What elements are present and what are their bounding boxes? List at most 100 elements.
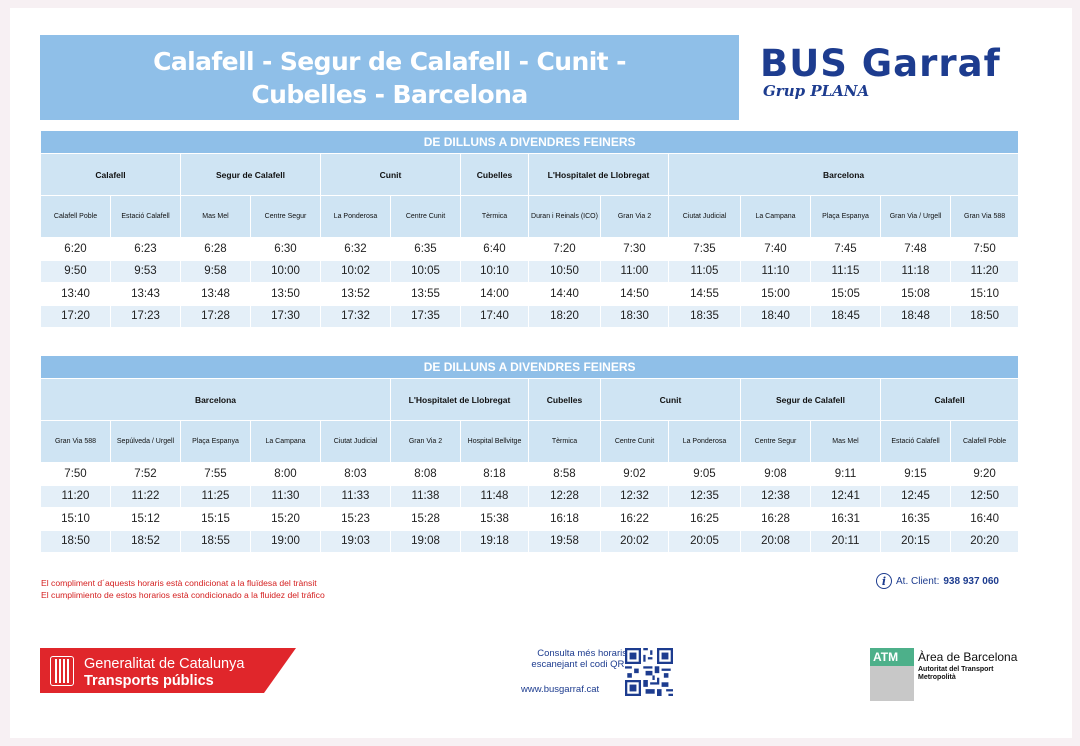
time-cell: 12:50 bbox=[949, 484, 1020, 508]
time-cell: 14:40 bbox=[528, 282, 601, 306]
title-line-1: Calafell - Segur de Calafell - Cunit - bbox=[153, 46, 626, 76]
atm-logo: ATM Àrea de Barcelona Autoritat del Tran… bbox=[870, 648, 1030, 702]
logo-brand: BUS Garraf bbox=[760, 42, 1001, 85]
qr-block: Consulta més horaris escanejant el codi … bbox=[507, 648, 677, 698]
time-row: 15:10 15:12 15:15 15:20 15:23 15:28 15:38 16:18… bbox=[40, 507, 1020, 531]
stop-header: Duran i Reinals (ICO) bbox=[528, 195, 601, 238]
section-header: DE DILLUNS A DIVENDRES FEINERS bbox=[39, 130, 1020, 154]
time-cell: 8:00 bbox=[250, 462, 321, 486]
time-cell: 17:40 bbox=[460, 304, 529, 328]
qr-code-icon[interactable] bbox=[625, 648, 673, 696]
website-link[interactable]: www.busgarraf.cat bbox=[521, 684, 600, 695]
time-cell: 15:15 bbox=[180, 507, 251, 531]
stop-header: Centre Segur bbox=[250, 195, 321, 238]
time-cell: 13:52 bbox=[320, 282, 391, 306]
outbound-times: 6:20 6:23 6:28 6:30 6:32 6:35 6:40 7:20 7:30 7:35… bbox=[40, 237, 1020, 328]
time-cell: 17:20 bbox=[40, 304, 111, 328]
stop-header: Gran Via / Urgell bbox=[880, 195, 951, 238]
time-cell: 16:40 bbox=[949, 507, 1020, 531]
stop-header: Gran Via 2 bbox=[390, 420, 461, 463]
time-cell: 10:10 bbox=[460, 259, 529, 283]
time-cell: 18:50 bbox=[949, 304, 1020, 328]
time-cell: 16:18 bbox=[528, 507, 601, 531]
time-cell: 12:41 bbox=[810, 484, 881, 508]
time-cell: 15:08 bbox=[880, 282, 951, 306]
time-cell: 15:12 bbox=[110, 507, 181, 531]
qr-line-2: escanejant el codi QR: bbox=[531, 659, 627, 670]
stop-header: La Campana bbox=[740, 195, 811, 238]
time-cell: 7:35 bbox=[668, 237, 741, 261]
stop-header: Ciutat Judicial bbox=[320, 420, 391, 463]
generalitat-name: Generalitat de Catalunya bbox=[84, 656, 245, 672]
time-cell: 20:05 bbox=[668, 529, 741, 553]
stop-header: Plaça Espanya bbox=[810, 195, 881, 238]
senyera-icon bbox=[50, 656, 74, 686]
stop-header: La Ponderosa bbox=[668, 420, 741, 463]
time-cell: 17:23 bbox=[110, 304, 181, 328]
time-cell: 11:48 bbox=[460, 484, 529, 508]
time-cell: 9:53 bbox=[110, 259, 181, 283]
time-cell: 7:20 bbox=[528, 237, 601, 261]
time-cell: 11:22 bbox=[110, 484, 181, 508]
stop-header: Gran Via 588 bbox=[949, 195, 1020, 238]
time-cell: 7:50 bbox=[949, 237, 1020, 261]
time-cell: 8:03 bbox=[320, 462, 391, 486]
stop-header: La Ponderosa bbox=[320, 195, 391, 238]
stop-header: Centre Cunit bbox=[600, 420, 669, 463]
group-header: Segur de Calafell bbox=[180, 153, 321, 196]
time-cell: 16:28 bbox=[740, 507, 811, 531]
group-header: Barcelona bbox=[667, 153, 1020, 196]
time-cell: 10:50 bbox=[528, 259, 601, 283]
qr-line-1: Consulta més horaris bbox=[537, 648, 627, 659]
time-cell: 17:32 bbox=[320, 304, 391, 328]
qr-text: Consulta més horaris escanejant el codi … bbox=[507, 648, 627, 670]
time-cell: 11:20 bbox=[949, 259, 1020, 283]
time-cell: 9:05 bbox=[668, 462, 741, 486]
group-header: L'Hospitalet de Llobregat bbox=[390, 378, 529, 421]
time-cell: 12:38 bbox=[740, 484, 811, 508]
time-cell: 16:35 bbox=[880, 507, 951, 531]
time-cell: 17:30 bbox=[250, 304, 321, 328]
time-cell: 18:20 bbox=[528, 304, 601, 328]
time-cell: 7:45 bbox=[810, 237, 881, 261]
time-cell: 19:18 bbox=[460, 529, 529, 553]
time-cell: 11:00 bbox=[600, 259, 669, 283]
traffic-note-es: El cumplimiento de estos horarios està c… bbox=[41, 589, 325, 600]
group-header: Segur de Calafell bbox=[740, 378, 881, 421]
traffic-note: El compliment d´aquests horaris està con… bbox=[41, 578, 325, 601]
stop-header: Mas Mel bbox=[180, 195, 251, 238]
time-cell: 15:10 bbox=[949, 282, 1020, 306]
time-cell: 20:20 bbox=[949, 529, 1020, 553]
stop-header: Plaça Espanya bbox=[180, 420, 251, 463]
group-header: Cunit bbox=[600, 378, 741, 421]
stop-header: Gran Via 588 bbox=[40, 420, 111, 463]
time-cell: 6:23 bbox=[110, 237, 181, 261]
time-cell: 9:50 bbox=[40, 259, 111, 283]
time-cell: 14:00 bbox=[460, 282, 529, 306]
logo-sub: Grup PLANA bbox=[763, 82, 870, 100]
time-cell: 11:25 bbox=[180, 484, 251, 508]
atm-name: Àrea de Barcelona bbox=[918, 650, 1018, 664]
time-cell: 13:50 bbox=[250, 282, 321, 306]
time-cell: 7:55 bbox=[180, 462, 251, 486]
stop-header: Ciutat Judicial bbox=[668, 195, 741, 238]
time-row: 6:20 6:23 6:28 6:30 6:32 6:35 6:40 7:20 7:30 7:35… bbox=[40, 237, 1020, 261]
time-row: 18:50 18:52 18:55 19:00 19:03 19:08 19:18 19:58… bbox=[40, 529, 1020, 553]
client-phone[interactable]: 938 937 060 bbox=[943, 575, 999, 587]
time-cell: 11:05 bbox=[668, 259, 741, 283]
time-cell: 6:30 bbox=[250, 237, 321, 261]
outbound-timetable: DE DILLUNS A DIVENDRES FEINERS Calafell … bbox=[39, 130, 1020, 328]
stop-header: La Campana bbox=[250, 420, 321, 463]
atm-sub: Autoritat del Transport Metropolità bbox=[918, 666, 993, 682]
time-cell: 18:45 bbox=[810, 304, 881, 328]
time-cell: 13:55 bbox=[390, 282, 461, 306]
time-cell: 6:32 bbox=[320, 237, 391, 261]
time-row: 17:20 17:23 17:28 17:30 17:32 17:35 17:40 18:20… bbox=[40, 304, 1020, 328]
time-cell: 14:50 bbox=[600, 282, 669, 306]
generalitat-logo: Generalitat de Catalunya Transports públ… bbox=[38, 648, 298, 693]
atm-sub-1: Autoritat del Transport bbox=[918, 666, 994, 673]
group-header: L'Hospitalet de Llobregat bbox=[528, 153, 669, 196]
time-cell: 16:25 bbox=[668, 507, 741, 531]
atm-grey-block bbox=[870, 666, 914, 701]
time-cell: 8:08 bbox=[390, 462, 461, 486]
